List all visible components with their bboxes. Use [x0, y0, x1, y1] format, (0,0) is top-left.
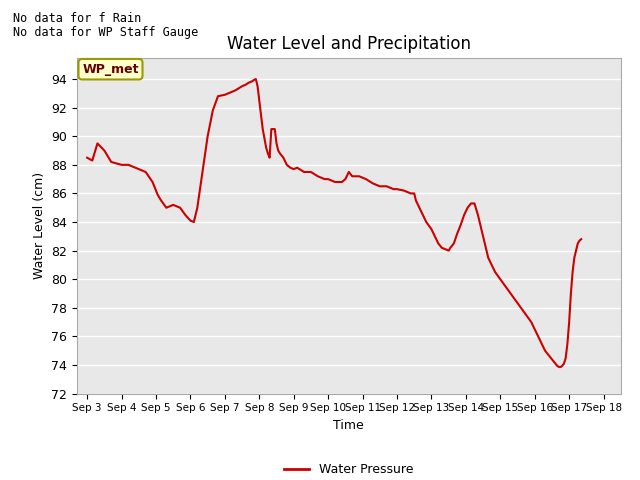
Y-axis label: Water Level (cm): Water Level (cm) — [33, 172, 45, 279]
Text: No data for f Rain: No data for f Rain — [13, 12, 141, 25]
Text: WP_met: WP_met — [82, 63, 139, 76]
Title: Water Level and Precipitation: Water Level and Precipitation — [227, 35, 471, 53]
Text: No data for WP Staff Gauge: No data for WP Staff Gauge — [13, 26, 198, 39]
Legend: Water Pressure: Water Pressure — [279, 458, 419, 480]
X-axis label: Time: Time — [333, 419, 364, 432]
